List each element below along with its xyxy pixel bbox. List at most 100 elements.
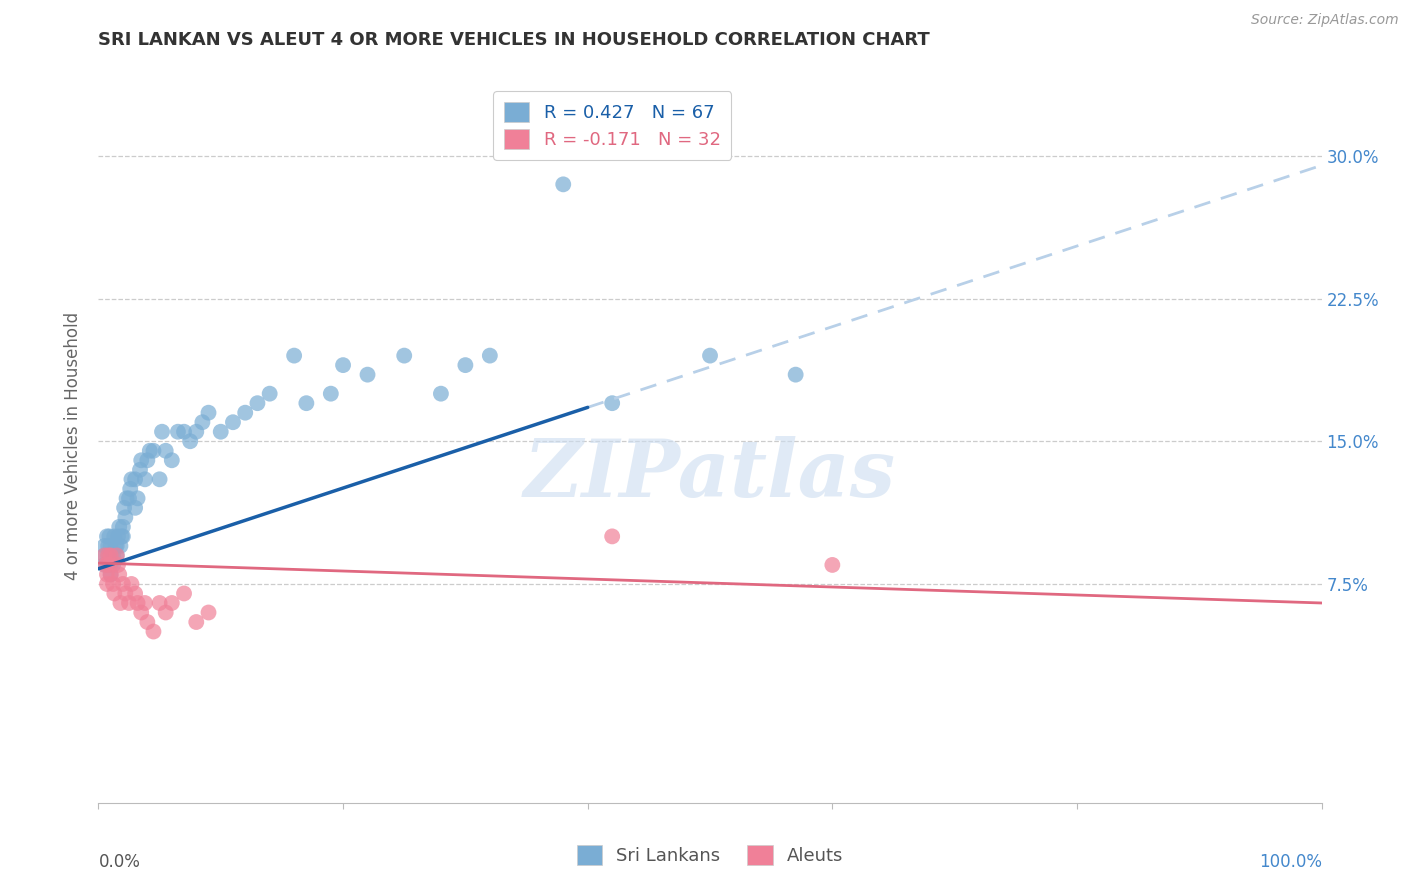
Point: [111, 529, 134, 543]
Point: [100, 539, 122, 553]
Point: [129, 606, 152, 620]
Point: [114, 586, 136, 600]
Point: [108, 567, 131, 582]
Text: 100.0%: 100.0%: [1258, 853, 1322, 871]
Point: [283, 349, 305, 363]
Point: [110, 539, 132, 553]
Point: [93, 558, 115, 572]
Point: [454, 358, 477, 372]
Point: [100, 567, 122, 582]
Point: [100, 567, 122, 582]
Point: [100, 549, 122, 563]
Point: [821, 558, 844, 572]
Point: [785, 368, 807, 382]
Point: [98, 558, 121, 572]
Point: [149, 472, 172, 486]
Point: [136, 615, 159, 629]
Point: [134, 472, 156, 486]
Point: [103, 529, 125, 543]
Point: [319, 386, 342, 401]
Point: [101, 577, 124, 591]
Point: [392, 349, 416, 363]
Point: [134, 596, 156, 610]
Point: [110, 596, 132, 610]
Point: [105, 549, 128, 563]
Point: [197, 406, 219, 420]
Point: [136, 453, 159, 467]
Point: [332, 358, 354, 372]
Text: SRI LANKAN VS ALEUT 4 OR MORE VEHICLES IN HOUSEHOLD CORRELATION CHART: SRI LANKAN VS ALEUT 4 OR MORE VEHICLES I…: [98, 31, 931, 49]
Point: [155, 606, 177, 620]
Point: [191, 415, 214, 429]
Point: [124, 500, 146, 515]
Text: 0.0%: 0.0%: [98, 853, 141, 871]
Y-axis label: 4 or more Vehicles in Household: 4 or more Vehicles in Household: [65, 312, 83, 580]
Point: [186, 425, 208, 439]
Point: [107, 529, 129, 543]
Point: [699, 349, 721, 363]
Point: [104, 539, 127, 553]
Point: [149, 596, 172, 610]
Point: [94, 558, 117, 572]
Point: [93, 539, 115, 553]
Point: [103, 586, 125, 600]
Point: [98, 529, 121, 543]
Point: [129, 453, 152, 467]
Point: [120, 482, 142, 496]
Point: [105, 539, 128, 553]
Text: ZIPatlas: ZIPatlas: [524, 436, 896, 513]
Point: [150, 425, 173, 439]
Point: [100, 558, 122, 572]
Point: [120, 472, 142, 486]
Point: [107, 558, 129, 572]
Point: [105, 549, 128, 563]
Point: [112, 500, 135, 515]
Point: [124, 472, 146, 486]
Point: [97, 549, 120, 563]
Point: [115, 491, 138, 506]
Point: [118, 491, 141, 506]
Point: [430, 386, 453, 401]
Point: [173, 586, 195, 600]
Point: [93, 549, 115, 563]
Point: [97, 558, 120, 572]
Point: [100, 549, 122, 563]
Point: [93, 549, 115, 563]
Point: [259, 386, 281, 401]
Point: [96, 577, 118, 591]
Point: [139, 443, 162, 458]
Point: [142, 624, 165, 639]
Point: [160, 596, 183, 610]
Point: [160, 453, 183, 467]
Point: [97, 549, 120, 563]
Point: [356, 368, 378, 382]
Point: [111, 529, 134, 543]
Point: [155, 443, 177, 458]
Point: [127, 596, 149, 610]
Point: [124, 586, 146, 600]
Point: [179, 434, 201, 449]
Point: [96, 567, 118, 582]
Point: [142, 443, 165, 458]
Point: [101, 549, 124, 563]
Point: [295, 396, 318, 410]
Point: [600, 529, 623, 543]
Point: [209, 425, 232, 439]
Point: [111, 520, 134, 534]
Point: [600, 396, 623, 410]
Point: [96, 529, 118, 543]
Point: [167, 425, 190, 439]
Point: [222, 415, 245, 429]
Text: Source: ZipAtlas.com: Source: ZipAtlas.com: [1251, 13, 1399, 28]
Point: [553, 178, 575, 192]
Legend: Sri Lankans, Aleuts: Sri Lankans, Aleuts: [565, 834, 855, 876]
Point: [246, 396, 269, 410]
Point: [186, 615, 208, 629]
Point: [114, 510, 136, 524]
Point: [118, 596, 141, 610]
Point: [97, 539, 120, 553]
Point: [478, 349, 501, 363]
Point: [173, 425, 195, 439]
Point: [129, 463, 152, 477]
Point: [233, 406, 256, 420]
